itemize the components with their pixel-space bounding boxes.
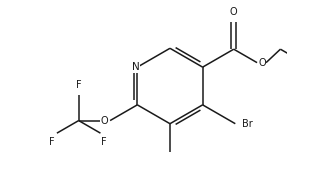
Text: Br: Br	[242, 119, 253, 129]
Text: F: F	[101, 137, 107, 147]
Text: F: F	[49, 137, 54, 147]
Text: O: O	[101, 116, 109, 126]
Text: F: F	[76, 80, 81, 90]
Text: O: O	[258, 58, 266, 68]
Text: N: N	[132, 62, 139, 72]
Text: O: O	[230, 7, 238, 17]
